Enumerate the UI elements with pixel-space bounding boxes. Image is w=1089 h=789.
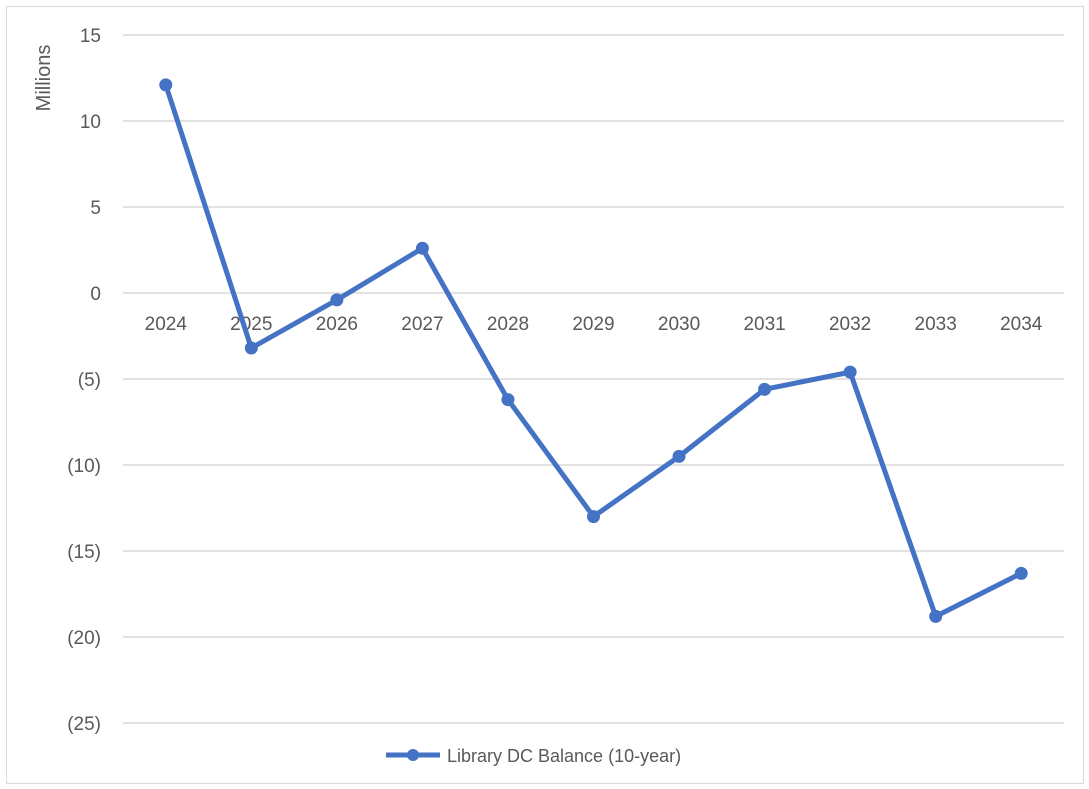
x-tick-label: 2034	[1000, 314, 1043, 335]
data-point	[501, 393, 515, 407]
y-tick-label: (15)	[67, 542, 101, 563]
y-tick-labels: 15 10 5 0 (5) (10) (15) (20) (25)	[67, 26, 101, 735]
data-point	[587, 510, 600, 524]
x-tick-label: 2030	[658, 314, 700, 335]
x-tick-label: 2024	[145, 314, 188, 335]
legend: Library DC Balance (10-year)	[386, 746, 681, 766]
x-tick-label: 2031	[743, 314, 785, 335]
legend-marker	[407, 749, 419, 761]
y-tick-label: (5)	[78, 370, 101, 391]
x-tick-label: 2027	[401, 314, 443, 335]
series-group	[159, 78, 1028, 623]
y-tick-label: (20)	[67, 628, 101, 649]
data-point	[843, 365, 857, 379]
data-point	[758, 382, 772, 396]
y-tick-label: 5	[90, 198, 101, 219]
legend-label: Library DC Balance (10-year)	[447, 746, 681, 766]
data-point	[415, 241, 429, 255]
data-point	[1014, 566, 1028, 580]
data-point	[330, 293, 344, 307]
y-axis-title: Millions	[33, 45, 55, 112]
data-point	[159, 78, 173, 92]
x-tick-label: 2032	[829, 314, 871, 335]
y-tick-label: 15	[80, 26, 101, 47]
chart-frame	[6, 6, 1084, 784]
y-tick-label: (10)	[67, 456, 101, 477]
x-tick-label: 2028	[487, 314, 529, 335]
data-point	[672, 449, 686, 463]
gridlines	[123, 34, 1064, 724]
series-line	[163, 82, 1024, 619]
y-tick-label: 10	[80, 112, 101, 133]
y-tick-label: (25)	[67, 714, 101, 735]
x-tick-label: 2033	[915, 314, 957, 335]
y-tick-label: 0	[90, 284, 101, 305]
x-tick-labels: 2024 2025 2026 2027 2028 2029 2030 2031 2032 2033…	[145, 314, 1043, 335]
data-point	[929, 609, 943, 623]
x-tick-label: 2029	[572, 314, 614, 335]
x-tick-label: 2026	[316, 314, 358, 335]
x-tick-label: 2025	[230, 314, 272, 335]
data-point	[244, 341, 258, 355]
